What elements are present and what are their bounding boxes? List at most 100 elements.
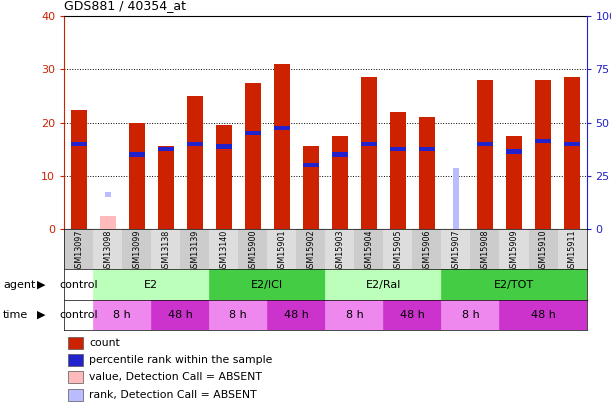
Text: 8 h: 8 h xyxy=(229,310,247,320)
Text: 48 h: 48 h xyxy=(168,310,192,320)
Bar xyxy=(71,141,87,146)
Bar xyxy=(419,117,435,229)
Bar xyxy=(152,300,209,330)
Text: 48 h: 48 h xyxy=(530,310,555,320)
Bar xyxy=(100,215,115,229)
Bar xyxy=(477,80,493,229)
Bar xyxy=(500,229,529,269)
Bar xyxy=(245,83,261,229)
Bar xyxy=(506,136,522,229)
Bar xyxy=(384,300,441,330)
Bar xyxy=(187,141,203,146)
Bar xyxy=(129,152,145,157)
Bar xyxy=(303,163,319,167)
Bar xyxy=(268,229,296,269)
Text: E2: E2 xyxy=(144,279,158,290)
Text: GSM13097: GSM13097 xyxy=(74,230,83,273)
Text: GSM13099: GSM13099 xyxy=(132,230,141,273)
Bar xyxy=(122,229,152,269)
Text: control: control xyxy=(59,279,98,290)
Text: 8 h: 8 h xyxy=(461,310,480,320)
Bar xyxy=(93,300,152,330)
Bar xyxy=(325,229,354,269)
Text: GSM15903: GSM15903 xyxy=(335,230,345,273)
Bar xyxy=(441,269,587,300)
Bar xyxy=(238,229,267,269)
Bar xyxy=(303,147,319,229)
Text: GSM15907: GSM15907 xyxy=(452,230,461,273)
Text: GSM15909: GSM15909 xyxy=(510,230,519,273)
Bar xyxy=(441,300,500,330)
Bar xyxy=(93,229,122,269)
Bar xyxy=(93,269,209,300)
Bar xyxy=(412,229,441,269)
Bar xyxy=(470,229,500,269)
Bar xyxy=(453,168,459,229)
Bar xyxy=(216,144,232,149)
Bar xyxy=(187,96,203,229)
Bar xyxy=(68,371,83,383)
Bar xyxy=(390,112,406,229)
Text: agent: agent xyxy=(3,279,35,290)
Bar xyxy=(535,139,551,143)
Bar xyxy=(296,229,325,269)
Bar xyxy=(274,126,290,130)
Bar xyxy=(158,147,174,151)
Text: E2/ICI: E2/ICI xyxy=(251,279,284,290)
Text: control: control xyxy=(59,310,98,320)
Text: 8 h: 8 h xyxy=(113,310,131,320)
Bar xyxy=(68,354,83,366)
Text: ▶: ▶ xyxy=(37,279,46,290)
Bar xyxy=(209,269,325,300)
Text: GSM15901: GSM15901 xyxy=(277,230,287,273)
Bar xyxy=(325,269,441,300)
Bar xyxy=(158,147,174,229)
Text: GSM15904: GSM15904 xyxy=(364,230,373,273)
Bar xyxy=(384,229,412,269)
Text: GSM15902: GSM15902 xyxy=(306,230,315,273)
Text: E2/TOT: E2/TOT xyxy=(494,279,534,290)
Bar xyxy=(152,229,180,269)
Bar xyxy=(325,300,384,330)
Bar xyxy=(180,229,209,269)
Bar xyxy=(529,229,558,269)
Text: time: time xyxy=(3,310,28,320)
Text: GSM15910: GSM15910 xyxy=(538,230,547,273)
Text: E2/Ral: E2/Ral xyxy=(366,279,401,290)
Bar xyxy=(245,131,261,135)
Bar xyxy=(268,300,326,330)
Bar xyxy=(64,269,93,300)
Text: GSM15900: GSM15900 xyxy=(248,230,257,273)
Bar xyxy=(64,229,93,269)
Bar xyxy=(564,77,580,229)
Bar xyxy=(332,152,348,157)
Bar xyxy=(390,147,406,151)
Bar xyxy=(506,149,522,154)
Bar xyxy=(274,64,290,229)
Text: GSM13139: GSM13139 xyxy=(190,230,199,273)
Bar xyxy=(332,136,348,229)
Text: GSM15905: GSM15905 xyxy=(393,230,403,273)
Bar xyxy=(68,337,83,349)
Bar xyxy=(477,141,493,146)
Bar xyxy=(216,125,232,229)
Bar xyxy=(209,300,268,330)
Text: 8 h: 8 h xyxy=(345,310,364,320)
Bar xyxy=(68,388,83,401)
Bar xyxy=(361,141,377,146)
Text: GSM15906: GSM15906 xyxy=(422,230,431,273)
Text: GSM15908: GSM15908 xyxy=(480,230,489,273)
Bar xyxy=(64,300,93,330)
Bar xyxy=(104,192,111,196)
Text: rank, Detection Call = ABSENT: rank, Detection Call = ABSENT xyxy=(89,390,257,399)
Bar xyxy=(535,80,551,229)
Bar xyxy=(361,77,377,229)
Text: GSM13098: GSM13098 xyxy=(103,230,112,273)
Text: GSM13138: GSM13138 xyxy=(161,230,170,273)
Bar xyxy=(71,110,87,229)
Text: GSM13140: GSM13140 xyxy=(219,230,229,273)
Bar xyxy=(354,229,384,269)
Bar xyxy=(419,147,435,151)
Text: 48 h: 48 h xyxy=(284,310,309,320)
Text: value, Detection Call = ABSENT: value, Detection Call = ABSENT xyxy=(89,372,262,382)
